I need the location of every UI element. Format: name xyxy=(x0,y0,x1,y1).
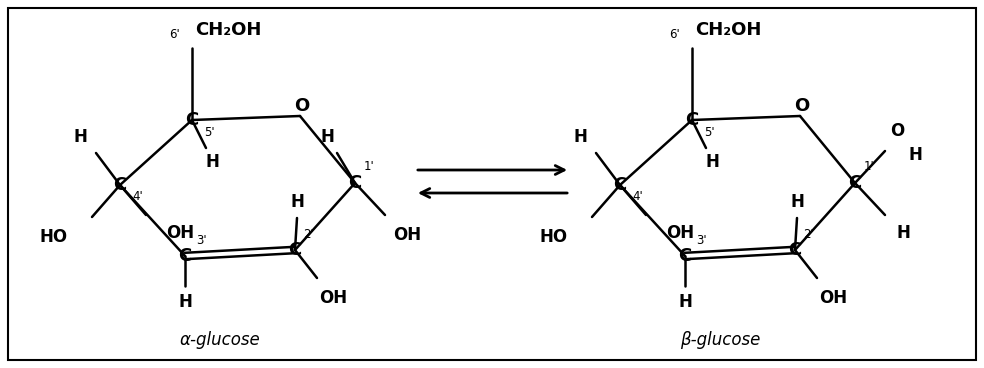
Text: 6': 6' xyxy=(168,28,179,40)
Text: 5': 5' xyxy=(704,125,714,138)
Text: HO: HO xyxy=(40,228,68,246)
Text: C: C xyxy=(848,174,862,192)
Text: 3': 3' xyxy=(696,234,707,247)
Text: 2': 2' xyxy=(804,227,815,241)
Text: β-glucose: β-glucose xyxy=(680,331,761,349)
Text: H: H xyxy=(706,153,719,171)
Text: C: C xyxy=(613,176,627,194)
Text: 4': 4' xyxy=(133,191,144,204)
Text: C: C xyxy=(788,241,802,259)
Text: CH₂OH: CH₂OH xyxy=(695,21,762,39)
Text: 3': 3' xyxy=(196,234,207,247)
Text: H: H xyxy=(320,128,334,146)
Text: OH: OH xyxy=(319,289,347,307)
Text: C: C xyxy=(348,174,362,192)
Text: 1': 1' xyxy=(364,160,374,173)
Text: H: H xyxy=(908,146,922,164)
Text: O: O xyxy=(294,97,310,115)
Text: OH: OH xyxy=(819,289,847,307)
Text: H: H xyxy=(73,128,87,146)
Text: H: H xyxy=(290,193,304,211)
Text: 6': 6' xyxy=(668,28,679,40)
Text: α-glucose: α-glucose xyxy=(180,331,261,349)
Text: C: C xyxy=(113,176,127,194)
Text: OH: OH xyxy=(166,224,194,242)
Text: 1': 1' xyxy=(864,160,875,173)
Text: H: H xyxy=(205,153,218,171)
Text: 2': 2' xyxy=(304,227,314,241)
Text: H: H xyxy=(790,193,804,211)
Text: C: C xyxy=(178,247,192,265)
Text: C: C xyxy=(678,247,692,265)
Text: O: O xyxy=(890,122,904,140)
Text: HO: HO xyxy=(540,228,568,246)
Text: C: C xyxy=(185,111,199,129)
Text: C: C xyxy=(686,111,699,129)
Text: H: H xyxy=(678,293,692,311)
Text: CH₂OH: CH₂OH xyxy=(195,21,261,39)
Text: OH: OH xyxy=(393,226,421,244)
Text: 5': 5' xyxy=(204,125,215,138)
Text: OH: OH xyxy=(666,224,694,242)
Text: O: O xyxy=(794,97,810,115)
Text: H: H xyxy=(178,293,192,311)
Text: C: C xyxy=(288,241,302,259)
Text: H: H xyxy=(573,128,586,146)
Text: 4': 4' xyxy=(633,191,644,204)
Text: H: H xyxy=(896,224,910,242)
